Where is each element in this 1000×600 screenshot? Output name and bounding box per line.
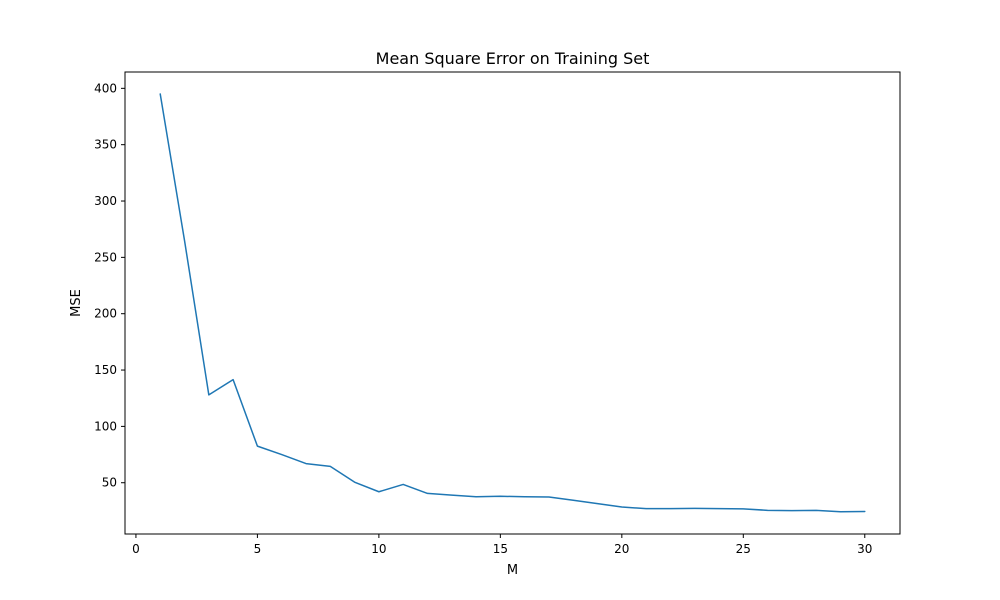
- x-axis: 0 5 10 15 20 25 30: [132, 534, 872, 556]
- x-tick-label: 10: [371, 542, 386, 556]
- y-tick-label: 350: [94, 138, 117, 152]
- series-line: [159, 93, 866, 513]
- chart-title: Mean Square Error on Training Set: [376, 49, 650, 68]
- x-tick-label: 0: [132, 542, 140, 556]
- y-tick-label: 100: [94, 419, 117, 433]
- y-tick-label: 50: [102, 476, 117, 490]
- x-tick-label: 5: [254, 542, 262, 556]
- y-tick-label: 300: [94, 194, 117, 208]
- y-axis: 50 100 150 200 250 300 350 400: [94, 81, 125, 490]
- x-axis-label: M: [507, 563, 518, 578]
- x-tick-label: 15: [493, 542, 508, 556]
- x-tick-label: 20: [614, 542, 629, 556]
- y-axis-label: MSE: [69, 289, 84, 317]
- y-tick-label: 400: [94, 81, 117, 95]
- plot-frame: [124, 71, 901, 535]
- x-tick-label: 25: [736, 542, 751, 556]
- y-tick-label: 200: [94, 307, 117, 321]
- y-tick-label: 250: [94, 250, 117, 264]
- y-tick-label: 150: [94, 363, 117, 377]
- plot-area: [159, 93, 866, 513]
- x-tick-label: 30: [857, 542, 872, 556]
